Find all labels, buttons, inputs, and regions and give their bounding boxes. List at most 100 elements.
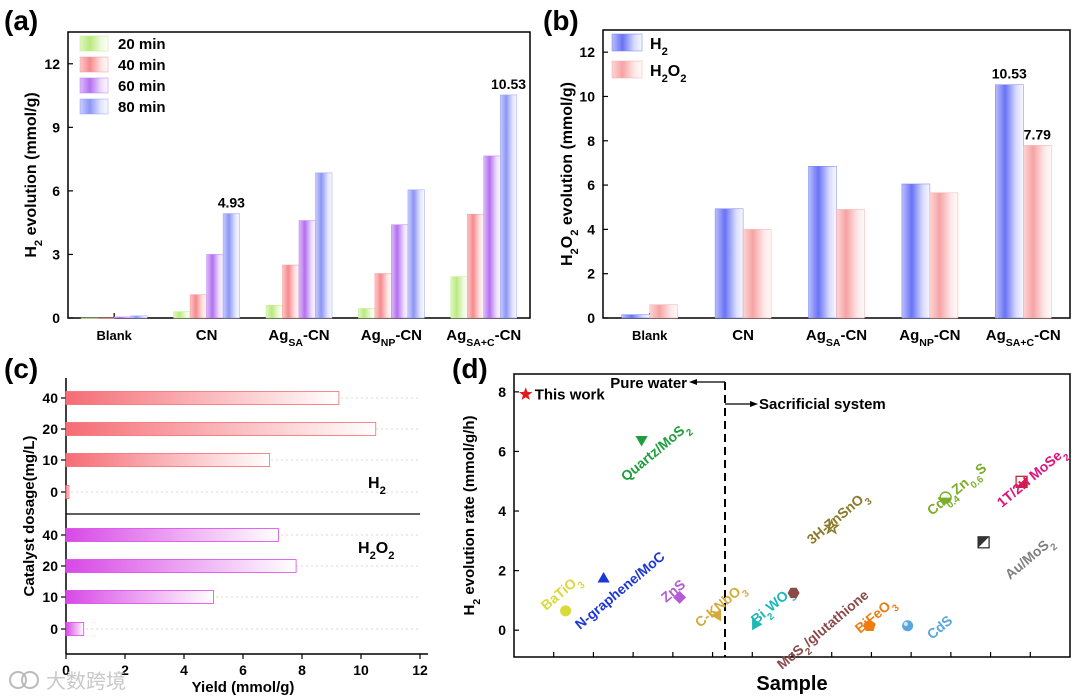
bar <box>1023 145 1052 319</box>
bar <box>450 276 468 319</box>
y-tick-label: 40 <box>42 527 58 543</box>
legend-entry: H2O2 <box>650 63 686 85</box>
y-tick-label: 2 <box>498 563 506 579</box>
y-tick-label: 0 <box>587 310 595 326</box>
bar <box>500 94 518 319</box>
bar <box>130 315 148 319</box>
bar <box>65 453 270 467</box>
y-tick-label: 10 <box>42 452 58 468</box>
y-tick-label: 6 <box>52 183 60 199</box>
x-tick-label: AgSA-CN <box>806 327 867 349</box>
y-tick-label: 6 <box>587 177 595 193</box>
x-tick-label: CN <box>732 327 754 344</box>
region-left-label: Pure water <box>610 375 687 392</box>
data-label: 7.79 <box>1024 126 1051 142</box>
bar <box>995 84 1024 319</box>
y-tick-label: 20 <box>42 558 58 574</box>
legend-swatch <box>79 56 109 73</box>
y-axis-label: H2 evolution (mmol/g) <box>23 92 45 257</box>
bar <box>113 316 131 319</box>
y-tick-label: 12 <box>44 56 60 72</box>
x-tick-label: Blank <box>96 328 132 343</box>
bar <box>407 189 425 319</box>
y-tick-label: 40 <box>42 390 58 406</box>
point-label: 3H-ZnSnO3 <box>804 487 875 551</box>
y-axis-label: H2O2 evolution (mmol/g) <box>559 82 581 266</box>
marker-diamond <box>673 590 687 604</box>
bar <box>621 314 650 319</box>
x-tick-label: 12 <box>412 662 428 678</box>
bar <box>65 391 340 405</box>
y-axis-label: Catalyst dosage(mg/L) <box>21 436 38 597</box>
bar <box>65 528 279 542</box>
watermark-logo-icon <box>9 671 27 689</box>
marker-half <box>940 497 952 504</box>
bar <box>483 155 501 319</box>
x-tick-label: AgNP-CN <box>899 327 960 349</box>
point-label: This work <box>535 386 606 403</box>
bar <box>65 622 85 636</box>
legend-swatch <box>611 33 643 52</box>
panel-d-scatter-chart: (d) 0 2 4 6 8 H2 evolution rate (mmol/g/h) Samp… <box>452 353 1073 695</box>
bar <box>929 192 959 319</box>
marker-triangle <box>635 436 648 447</box>
marker-circle <box>560 605 572 617</box>
y-tick-label: 9 <box>52 119 60 135</box>
data-label: 10.53 <box>992 66 1027 82</box>
x-tick-label: AgSA+C-CN <box>446 327 521 349</box>
legend-entry: H2 <box>650 36 668 58</box>
watermark: 大数跨境 <box>9 670 126 693</box>
marker-highlight <box>903 621 908 627</box>
point-label: C-KNbO3 <box>692 579 752 634</box>
panel-label: (b) <box>543 5 579 36</box>
bar <box>808 165 837 319</box>
legend-swatch <box>79 35 109 52</box>
panel-c-horizontal-bar-chart: (c) 0 2 4 6 8 10 12 Yield (mmol/g) Catalyst dosag… <box>4 353 428 696</box>
y-tick-label: 0 <box>498 622 506 638</box>
legend-entry: 60 min <box>118 78 166 95</box>
y-tick-label: 10 <box>579 88 595 104</box>
x-axis-label: Yield (mmol/g) <box>192 679 295 696</box>
x-tick-label: AgNP-CN <box>361 327 422 349</box>
bar <box>97 317 115 319</box>
y-tick-label: 8 <box>587 133 595 149</box>
y-axis-label: H2 evolution rate (mmol/g/h) <box>461 415 483 615</box>
watermark-logo-icon <box>21 671 39 689</box>
y-tick-label: 3 <box>52 246 60 262</box>
marker-triangle <box>597 572 610 583</box>
panel-label: (a) <box>4 5 38 36</box>
watermark-text: 大数跨境 <box>46 670 126 693</box>
bar <box>467 213 485 319</box>
bar <box>65 485 70 499</box>
marker-star <box>519 387 533 400</box>
region-right-label: Sacrificial system <box>759 396 886 413</box>
bar <box>374 273 392 319</box>
y-tick-label: 12 <box>579 44 595 60</box>
panel-label: (d) <box>452 353 488 384</box>
y-tick-label: 0 <box>50 484 58 500</box>
bar <box>714 208 744 319</box>
point-label: CdS <box>924 612 956 642</box>
arrow-left-head <box>689 379 697 385</box>
bar <box>65 590 214 604</box>
panel-b-bar-chart: (b) 0 2 4 6 8 10 12 Blank CN AgSA-CN AgNP-CN AgSA+C-… <box>543 5 1071 349</box>
bar <box>173 311 191 319</box>
y-tick-label: 4 <box>498 503 506 519</box>
x-tick-label: 0 <box>62 662 70 678</box>
point-label: Cd0.4Zn0.6S <box>924 460 993 523</box>
x-tick-label: CN <box>196 327 218 344</box>
arrow-right-head <box>750 401 758 407</box>
bar <box>298 220 316 319</box>
bar <box>315 172 333 319</box>
x-tick-label: AgSA-CN <box>268 327 329 349</box>
bar <box>358 308 376 319</box>
point-label: Quartz/MoS2 <box>618 418 696 488</box>
marker-triangle <box>752 618 763 631</box>
x-tick-label: AgSA+C-CN <box>986 327 1061 349</box>
legend-entry: 80 min <box>118 99 166 116</box>
x-tick-label: 4 <box>180 662 188 678</box>
y-tick-label: 20 <box>42 421 58 437</box>
bar <box>65 559 297 573</box>
bar <box>265 305 283 319</box>
